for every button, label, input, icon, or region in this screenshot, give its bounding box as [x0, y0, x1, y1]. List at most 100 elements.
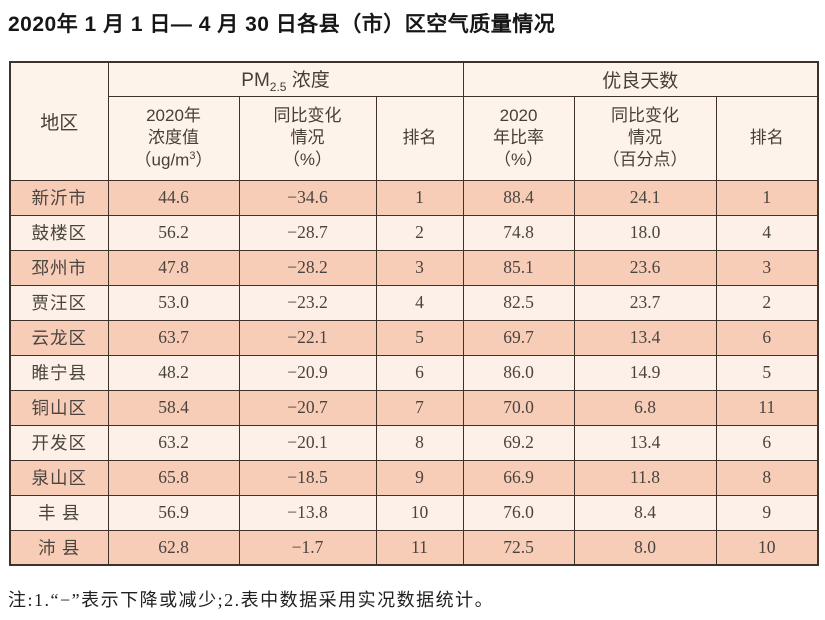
- header-line: 同比变化: [611, 106, 680, 126]
- header-line: 2020年: [146, 105, 201, 125]
- header-group-row: 地区 PM2.5 浓度 优良天数: [9, 61, 819, 181]
- cell-good-change: 24.1: [573, 179, 717, 216]
- cell-good-change: 14.9: [573, 354, 717, 391]
- cell-pm-rank: 7: [375, 389, 464, 426]
- header-line: （ug/m3）: [134, 150, 213, 170]
- cell-good-change: 13.4: [573, 319, 717, 356]
- cell-good-rate: 70.0: [462, 389, 575, 426]
- cell-pm-rank: 1: [375, 179, 464, 216]
- cell-good-rank: 4: [715, 214, 819, 251]
- pm-label: PM: [241, 70, 270, 92]
- cell-good-rank: 9: [715, 494, 819, 531]
- cell-pm-change: −28.7: [238, 214, 377, 251]
- cell-pm-change: −13.8: [238, 494, 377, 531]
- header-line: 同比变化: [273, 106, 342, 126]
- cell-pm-value: 47.8: [107, 249, 240, 286]
- cell-good-rate: 82.5: [462, 284, 575, 321]
- cell-pm-rank: 11: [375, 529, 464, 566]
- cell-region: 沛 县: [9, 529, 109, 566]
- pm-label-rest: 浓度: [286, 70, 330, 92]
- cell-pm-rank: 8: [375, 424, 464, 461]
- cell-good-rank: 8: [715, 459, 819, 496]
- cell-good-rate: 66.9: [462, 459, 575, 496]
- cell-region: 丰 县: [9, 494, 109, 531]
- cell-good-rank: 2: [715, 284, 819, 321]
- cell-pm-value: 58.4: [107, 389, 240, 426]
- cell-region: 鼓楼区: [9, 214, 109, 251]
- table-row: 开发区 63.2 −20.1 8 69.2 13.4 6: [9, 424, 819, 461]
- cell-pm-rank: 9: [375, 459, 464, 496]
- cell-pm-change: −18.5: [238, 459, 377, 496]
- header-region: 地区: [9, 61, 109, 181]
- cell-pm-change: −28.2: [238, 249, 377, 286]
- pm-subscript: 2.5: [269, 80, 287, 95]
- cell-pm-value: 53.0: [107, 284, 240, 321]
- cell-pm-rank: 4: [375, 284, 464, 321]
- header-line: （%）: [493, 150, 544, 170]
- cell-region: 邳州市: [9, 249, 109, 286]
- cell-pm-rank: 5: [375, 319, 464, 356]
- cell-region: 新沂市: [9, 179, 109, 216]
- cell-good-rank: 5: [715, 354, 819, 391]
- cell-good-rate: 69.2: [462, 424, 575, 461]
- cell-good-change: 23.7: [573, 284, 717, 321]
- cell-pm-value: 56.2: [107, 214, 240, 251]
- cell-pm-value: 62.8: [107, 529, 240, 566]
- cell-good-change: 18.0: [573, 214, 717, 251]
- cell-region: 睢宁县: [9, 354, 109, 391]
- cell-good-change: 23.6: [573, 249, 717, 286]
- header-detail-row: 2020年 浓度值 （ug/m3） 同比变化 情况 （%） 排名 2020 年比…: [10, 95, 819, 181]
- cell-region: 贾汪区: [9, 284, 109, 321]
- cell-good-rate: 72.5: [462, 529, 575, 566]
- header-line: 情况: [628, 128, 663, 148]
- page-title: 2020年 1 月 1 日— 4 月 30 日各县（市）区空气质量情况: [8, 13, 556, 36]
- header-good-group: 优良天数: [462, 61, 819, 97]
- cell-good-rate: 88.4: [462, 179, 575, 216]
- cell-good-change: 6.8: [573, 389, 717, 426]
- header-good-rate: 2020 年比率 （%）: [462, 95, 575, 181]
- table-row: 鼓楼区 56.2 −28.7 2 74.8 18.0 4: [9, 214, 819, 251]
- table-row: 贾汪区 53.0 −23.2 4 82.5 23.7 2: [9, 284, 819, 321]
- cell-good-rate: 86.0: [462, 354, 575, 391]
- cell-pm-change: −22.1: [238, 319, 377, 356]
- cell-region: 云龙区: [9, 319, 109, 356]
- header-good-change: 同比变化 情况 （百分点）: [573, 95, 717, 181]
- cell-good-change: 11.8: [573, 459, 717, 496]
- table-row: 丰 县 56.9 −13.8 10 76.0 8.4 9: [9, 494, 819, 531]
- table-row: 新沂市 44.6 −34.6 1 88.4 24.1 1: [9, 179, 819, 216]
- cell-good-rank: 3: [715, 249, 819, 286]
- cell-region: 开发区: [9, 424, 109, 461]
- header-pm-value: 2020年 浓度值 （ug/m3）: [107, 95, 240, 181]
- cell-pm-rank: 2: [375, 214, 464, 251]
- cell-pm-change: −23.2: [238, 284, 377, 321]
- header-line: 年比率: [493, 128, 545, 148]
- cell-pm-change: −20.7: [238, 389, 377, 426]
- header-pm-change: 同比变化 情况 （%）: [238, 95, 377, 181]
- header-good-rank: 排名: [715, 95, 819, 181]
- cell-good-rate: 85.1: [462, 249, 575, 286]
- cell-pm-value: 65.8: [107, 459, 240, 496]
- cell-good-rate: 76.0: [462, 494, 575, 531]
- cell-good-rank: 6: [715, 319, 819, 356]
- cell-good-rank: 6: [715, 424, 819, 461]
- header-line: 浓度值: [148, 128, 199, 148]
- cell-pm-value: 56.9: [107, 494, 240, 531]
- cell-pm-change: −34.6: [238, 179, 377, 216]
- table-row: 铜山区 58.4 −20.7 7 70.0 6.8 11: [9, 389, 819, 426]
- header-line: （百分点）: [602, 150, 688, 170]
- cell-pm-rank: 10: [375, 494, 464, 531]
- cell-good-change: 8.0: [573, 529, 717, 566]
- cell-good-change: 13.4: [573, 424, 717, 461]
- header-line: （%）: [282, 150, 333, 170]
- footnote: 注:1.“−”表示下降或减少;2.表中数据采用实况数据统计。: [8, 590, 495, 611]
- cell-good-rank: 1: [715, 179, 819, 216]
- table-row: 沛 县 62.8 −1.7 11 72.5 8.0 10: [9, 529, 819, 566]
- table-row: 睢宁县 48.2 −20.9 6 86.0 14.9 5: [9, 354, 819, 391]
- header-pm-rank: 排名: [375, 95, 464, 181]
- table-row: 泉山区 65.8 −18.5 9 66.9 11.8 8: [9, 459, 819, 496]
- cell-good-rate: 69.7: [462, 319, 575, 356]
- cell-good-rate: 74.8: [462, 214, 575, 251]
- cell-pm-value: 63.7: [107, 319, 240, 356]
- cell-region: 泉山区: [9, 459, 109, 496]
